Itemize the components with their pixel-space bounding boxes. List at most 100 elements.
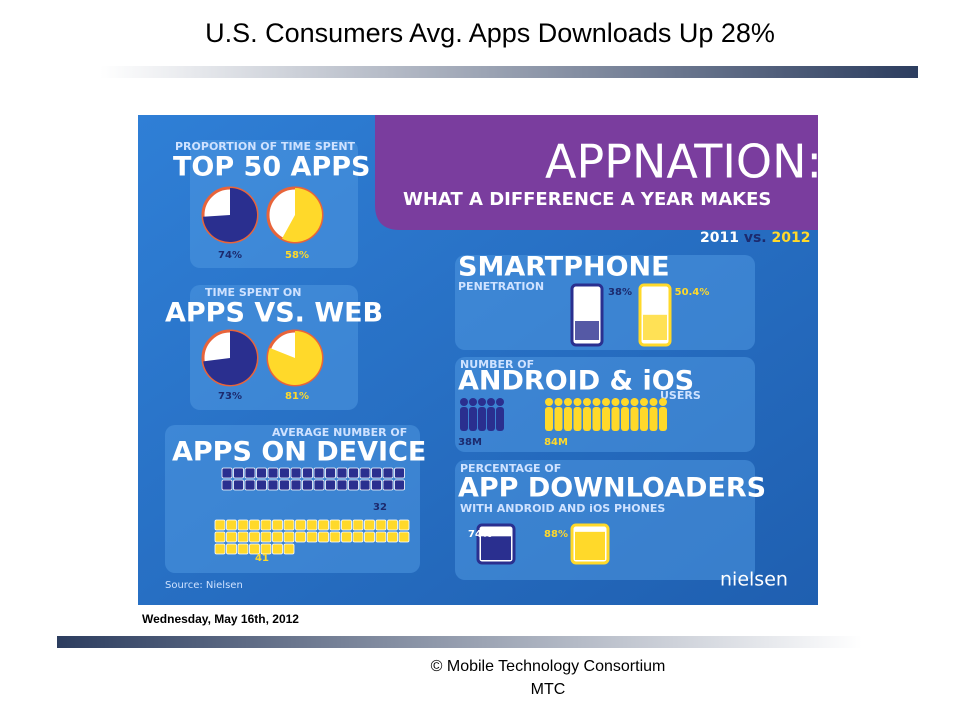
app-square <box>295 519 306 531</box>
app-square <box>375 519 387 531</box>
person-body <box>573 407 582 431</box>
person-body <box>659 407 667 431</box>
app-square <box>256 467 267 479</box>
app-square <box>318 519 329 531</box>
app-square <box>221 467 233 479</box>
footer-rule <box>57 636 862 648</box>
app-square <box>237 543 249 555</box>
headline: APPNATION: <box>545 135 822 189</box>
app-square <box>237 531 249 543</box>
app-square <box>290 467 302 479</box>
app-square <box>267 467 279 479</box>
app-square <box>325 467 336 479</box>
kicker: AVERAGE NUMBER OF <box>272 426 407 439</box>
app-square <box>329 519 341 531</box>
app-square <box>237 519 249 531</box>
person-body <box>564 407 572 431</box>
app-square <box>214 519 226 531</box>
clock-wedge <box>203 331 257 385</box>
sub: USERS <box>660 389 701 402</box>
source: Source: Nielsen <box>165 580 243 591</box>
heading: TOP 50 APPS <box>173 152 370 183</box>
app-square <box>302 467 313 479</box>
app-square <box>226 543 237 555</box>
app-square <box>283 519 295 531</box>
person-body <box>649 407 658 431</box>
app-square <box>256 479 267 491</box>
brand: nielsen <box>720 569 788 591</box>
app-fill <box>575 531 605 560</box>
value-label: 50.4% <box>675 287 710 298</box>
app-square <box>272 543 283 555</box>
value-label: 73% <box>218 391 242 402</box>
app-square <box>382 467 394 479</box>
vs: vs. <box>744 230 767 246</box>
app-square <box>375 531 387 543</box>
kicker: PROPORTION OF TIME SPENT <box>175 140 356 153</box>
app-square <box>364 519 375 531</box>
person-head <box>611 398 620 406</box>
years: 2011 vs. 2012 <box>700 230 810 246</box>
value-label: 81% <box>285 391 309 402</box>
app-square <box>394 479 405 491</box>
app-square <box>295 531 306 543</box>
person-body <box>621 407 629 431</box>
person-body <box>478 407 486 431</box>
person-head <box>583 398 591 406</box>
title-rule <box>100 66 918 78</box>
phone-fill <box>575 321 599 340</box>
kicker: PENETRATION <box>458 280 544 293</box>
heading: SMARTPHONE <box>458 252 670 283</box>
app-square <box>260 543 272 555</box>
person-head <box>592 398 601 406</box>
app-square <box>221 479 233 491</box>
person-head <box>573 398 582 406</box>
app-square <box>290 479 302 491</box>
person-body <box>630 407 639 431</box>
clock-wedge <box>203 188 258 242</box>
value-label: 41 <box>255 553 269 564</box>
clock-wedge <box>268 331 323 385</box>
person-head <box>460 398 468 406</box>
app-square <box>382 479 394 491</box>
subheadline: WHAT A DIFFERENCE A YEAR MAKES <box>403 189 771 210</box>
app-square <box>260 519 272 531</box>
value-label: 74% <box>218 250 242 261</box>
kicker: PERCENTAGE OF <box>460 462 561 475</box>
app-square <box>233 479 244 491</box>
app-square <box>244 479 256 491</box>
app-square <box>348 479 359 491</box>
app-square <box>387 519 398 531</box>
heading: APPS ON DEVICE <box>172 437 426 468</box>
person-head <box>630 398 639 406</box>
app-square <box>302 479 313 491</box>
person-head <box>478 398 486 406</box>
person-head <box>545 398 553 406</box>
app-square <box>306 531 318 543</box>
value-label: 88% <box>544 529 568 540</box>
app-square <box>249 531 260 543</box>
app-square <box>329 531 341 543</box>
app-square <box>318 531 329 543</box>
app-square <box>214 543 226 555</box>
app-square <box>272 519 283 531</box>
app-square <box>267 479 279 491</box>
phone-fill <box>643 314 667 340</box>
date: Wednesday, May 16th, 2012 <box>142 612 299 626</box>
app-square <box>283 531 295 543</box>
value-label: 58% <box>285 250 309 261</box>
person-head <box>496 398 504 406</box>
person-head <box>649 398 658 406</box>
app-square <box>348 467 359 479</box>
value-label: 84M <box>544 437 568 448</box>
app-square <box>233 467 244 479</box>
app-square <box>249 543 260 555</box>
app-square <box>226 531 237 543</box>
person-body <box>469 407 477 431</box>
kicker: NUMBER OF <box>460 358 534 371</box>
kicker: TIME SPENT ON <box>205 286 301 299</box>
app-square <box>359 479 371 491</box>
person-head <box>621 398 629 406</box>
app-square <box>394 467 405 479</box>
